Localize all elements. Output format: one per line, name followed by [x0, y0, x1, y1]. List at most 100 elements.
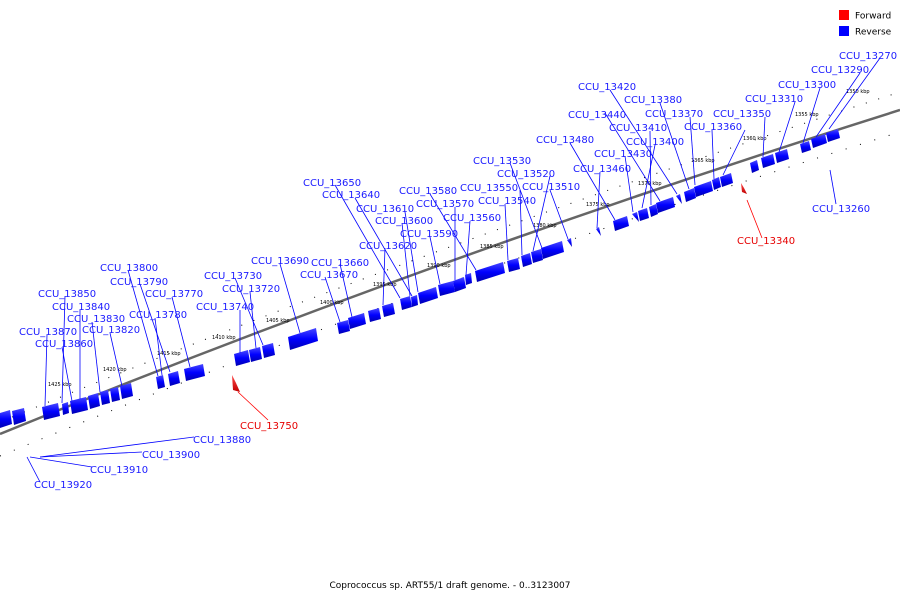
gene-label[interactable]: CCU_13410 [609, 123, 667, 134]
gene-block[interactable] [368, 308, 381, 322]
gene-block[interactable] [418, 287, 438, 304]
gene-block[interactable] [337, 320, 350, 334]
gene-label[interactable]: CCU_13260 [812, 204, 870, 215]
gene-label[interactable]: CCU_13900 [142, 450, 200, 461]
gene-block[interactable] [684, 188, 696, 202]
gene-block[interactable] [249, 347, 262, 362]
gene-block[interactable] [811, 134, 827, 148]
gene-block[interactable] [507, 258, 520, 272]
gene-block[interactable] [775, 149, 789, 163]
gene-label[interactable]: CCU_13340 [737, 236, 795, 247]
gene-label[interactable]: CCU_13290 [811, 65, 869, 76]
gene-label[interactable]: CCU_13420 [578, 82, 636, 93]
gene-label[interactable]: CCU_13370 [645, 109, 703, 120]
gene-label[interactable]: CCU_13570 [416, 199, 474, 210]
gene-block[interactable] [400, 296, 412, 310]
gene-block[interactable] [712, 177, 721, 190]
gene-block[interactable] [262, 343, 275, 358]
gene-label[interactable]: CCU_13910 [90, 465, 148, 476]
gene-label[interactable]: CCU_13380 [624, 95, 682, 106]
gene-label[interactable]: CCU_13400 [626, 137, 684, 148]
gene-label[interactable]: CCU_13540 [478, 196, 536, 207]
gene-label[interactable]: CCU_13300 [778, 80, 836, 91]
gene-block[interactable] [632, 212, 639, 222]
gene-block[interactable] [184, 364, 205, 381]
gene-block[interactable] [156, 375, 165, 389]
gene-label[interactable]: CCU_13650 [303, 178, 361, 189]
gene-label[interactable]: CCU_13800 [100, 263, 158, 274]
gene-label[interactable]: CCU_13440 [568, 110, 626, 121]
gene-block[interactable] [120, 383, 133, 399]
gene-label[interactable]: CCU_13610 [356, 204, 414, 215]
gene-block[interactable] [676, 194, 682, 204]
gene-label[interactable]: CCU_13920 [34, 480, 92, 491]
gene-label[interactable]: CCU_13480 [536, 135, 594, 146]
gene-block[interactable] [741, 183, 747, 194]
gene-label[interactable]: CCU_13520 [497, 169, 555, 180]
gene-block[interactable] [800, 141, 811, 153]
gene-label[interactable]: CCU_13360 [684, 122, 742, 133]
gene-label[interactable]: CCU_13600 [375, 216, 433, 227]
gene-block[interactable] [0, 410, 12, 428]
gene-label[interactable]: CCU_13780 [129, 310, 187, 321]
gene-label[interactable]: CCU_13350 [713, 109, 771, 120]
gene-block[interactable] [62, 402, 69, 415]
gene-label[interactable]: CCU_13670 [300, 270, 358, 281]
gene-label[interactable]: CCU_13820 [82, 325, 140, 336]
gene-block[interactable] [411, 295, 418, 307]
gene-label[interactable]: CCU_13640 [322, 190, 380, 201]
gene-block[interactable] [596, 227, 601, 236]
gene-label[interactable]: CCU_13750 [240, 421, 298, 432]
gene-label[interactable]: CCU_13460 [573, 164, 631, 175]
gene-label[interactable]: CCU_13580 [399, 186, 457, 197]
gene-label[interactable]: CCU_13860 [35, 339, 93, 350]
gene-label[interactable]: CCU_13880 [193, 435, 251, 446]
gene-label[interactable]: CCU_13720 [222, 284, 280, 295]
gene-block[interactable] [234, 350, 250, 366]
gene-label[interactable]: CCU_13660 [311, 258, 369, 269]
gene-block[interactable] [638, 208, 649, 221]
gene-label[interactable]: CCU_13870 [19, 327, 77, 338]
gene-label[interactable]: CCU_13560 [443, 213, 501, 224]
gene-label[interactable]: CCU_13530 [473, 156, 531, 167]
gene-block[interactable] [453, 277, 466, 292]
gene-label[interactable]: CCU_13770 [145, 289, 203, 300]
gene-block[interactable] [531, 249, 543, 263]
gene-label[interactable]: CCU_13270 [839, 51, 897, 62]
gene-block[interactable] [438, 281, 455, 296]
gene-label[interactable]: CCU_13430 [594, 149, 652, 160]
gene-label[interactable]: CCU_13690 [251, 256, 309, 267]
gene-label[interactable]: CCU_13510 [522, 182, 580, 193]
gene-label[interactable]: CCU_13830 [67, 314, 125, 325]
gene-block[interactable] [42, 403, 60, 420]
gene-label[interactable]: CCU_13620 [359, 241, 417, 252]
gene-block[interactable] [100, 390, 110, 405]
gene-label[interactable]: CCU_13730 [204, 271, 262, 282]
gene-block[interactable] [382, 303, 395, 317]
gene-label[interactable]: CCU_13840 [52, 302, 110, 313]
gene-block[interactable] [694, 181, 713, 197]
gene-block[interactable] [12, 408, 26, 425]
gene-block[interactable] [649, 204, 658, 217]
gene-block[interactable] [232, 375, 240, 392]
gene-block[interactable] [475, 262, 505, 282]
gene-block[interactable] [88, 393, 100, 409]
gene-label[interactable]: CCU_13310 [745, 94, 803, 105]
gene-block[interactable] [465, 273, 472, 285]
gene-block[interactable] [826, 129, 840, 142]
gene-label[interactable]: CCU_13590 [400, 229, 458, 240]
gene-block[interactable] [656, 197, 675, 213]
gene-block[interactable] [110, 387, 120, 402]
gene-block[interactable] [720, 173, 733, 187]
gene-block[interactable] [567, 238, 572, 247]
gene-block[interactable] [541, 241, 564, 259]
gene-block[interactable] [288, 328, 318, 350]
gene-block[interactable] [750, 160, 759, 173]
gene-block[interactable] [168, 371, 180, 386]
gene-label[interactable]: CCU_13740 [196, 302, 254, 313]
gene-block[interactable] [521, 253, 532, 267]
gene-block[interactable] [348, 313, 366, 329]
gene-block[interactable] [70, 397, 88, 414]
gene-label[interactable]: CCU_13790 [110, 277, 168, 288]
gene-block[interactable] [613, 216, 629, 231]
